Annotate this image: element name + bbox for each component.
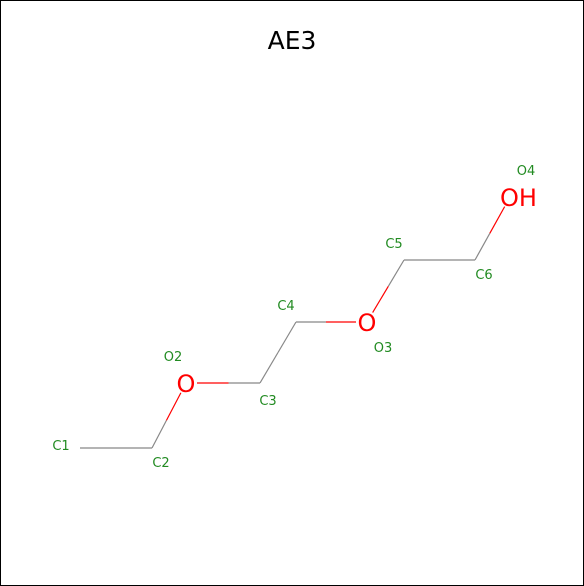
bond-C6-O4-b	[489, 206, 506, 234]
bond-C3-C4-a	[259, 352, 279, 384]
bond-C2-O2-b	[165, 392, 182, 421]
atom-symbol-o3: O	[358, 309, 377, 337]
atom-label-o4: O4	[517, 164, 536, 179]
bond-C3-C4-b	[277, 321, 297, 353]
atom-label-c6: C6	[475, 268, 492, 283]
atom-label-c2: C2	[152, 456, 169, 471]
bond-O3-C5-a	[372, 285, 389, 313]
atom-symbol-o4: OH	[500, 184, 537, 212]
bond-C6-O4-a	[474, 233, 491, 261]
atom-symbol-o2: O	[177, 370, 196, 398]
bonds-layer	[80, 206, 506, 449]
labels-layer: C1 C2 O2 C3 C4 O3 C5 C6 O4	[52, 164, 535, 471]
atom-label-o3: O3	[374, 341, 393, 356]
atom-label-c1: C1	[52, 439, 69, 454]
atoms-layer: O O OH	[177, 184, 537, 398]
atom-label-c4: C4	[277, 299, 294, 314]
atom-label-c5: C5	[385, 237, 402, 252]
bond-O3-C5-b	[387, 259, 405, 287]
atom-label-o2: O2	[164, 350, 183, 365]
atom-label-c3: C3	[259, 394, 276, 409]
diagram-title: AE3	[267, 26, 317, 55]
bond-C2-O2-a	[151, 420, 167, 449]
